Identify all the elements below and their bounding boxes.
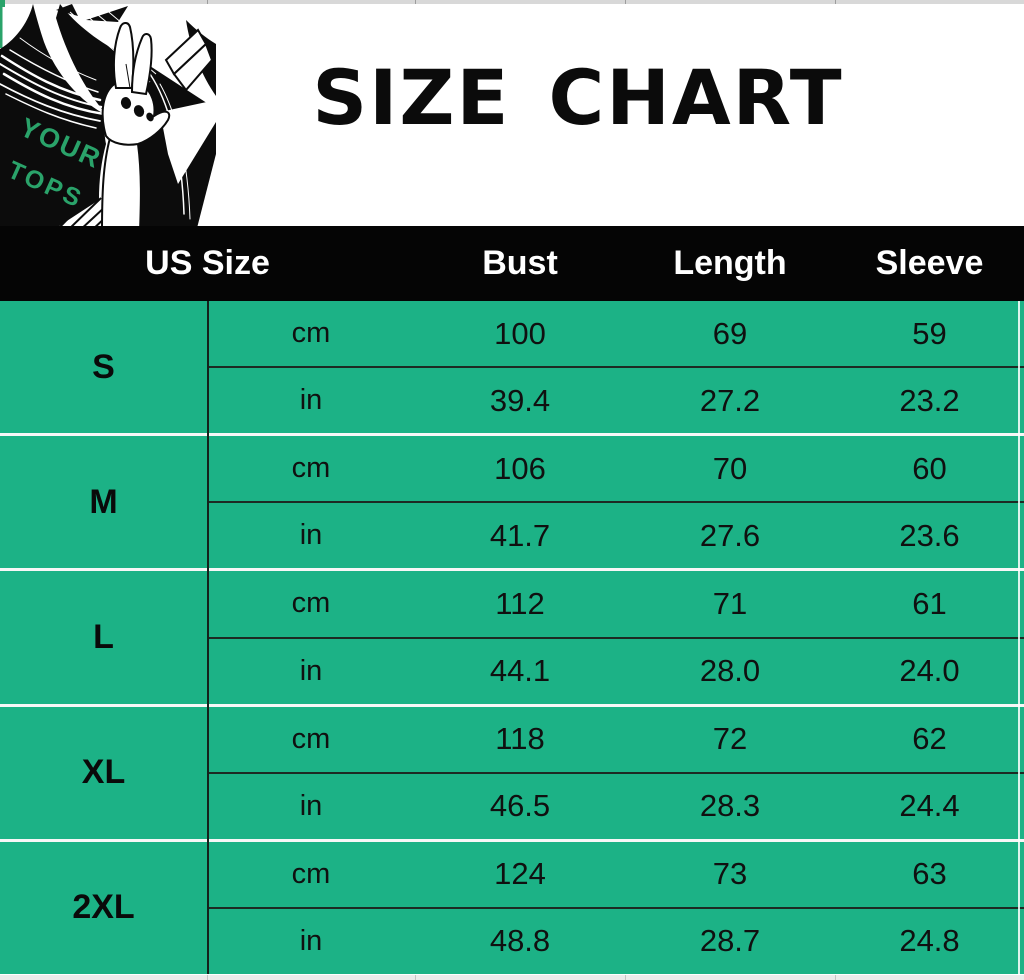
table-header-row: US Size Bust Length Sleeve bbox=[0, 226, 1024, 301]
length-in: 28.3 bbox=[699, 788, 761, 824]
table-row-xl-cm: cm 118 72 62 bbox=[207, 707, 1024, 774]
length-in: 27.6 bbox=[699, 517, 761, 553]
sleeve-cm: 62 bbox=[912, 721, 947, 757]
table-body: S cm 100 69 59 in 39.4 27.2 23.2 bbox=[0, 301, 1024, 974]
title-word-size: SIZE bbox=[312, 53, 511, 142]
table-row-2xl-cm: cm 124 73 63 bbox=[207, 842, 1024, 909]
sleeve-in: 24.4 bbox=[899, 788, 960, 824]
size-label: XL bbox=[81, 753, 126, 792]
size-group-l: L cm 112 71 61 in 44.1 28.0 24.0 bbox=[0, 571, 1024, 707]
unit-label-cm: cm bbox=[291, 317, 331, 350]
size-label: M bbox=[89, 482, 118, 521]
column-guide-tick bbox=[625, 975, 626, 980]
bust-cm: 106 bbox=[494, 450, 546, 486]
sleeve-in: 23.2 bbox=[899, 382, 960, 418]
size-group-m: M cm 106 70 60 in 41.7 27.6 23.6 bbox=[0, 436, 1024, 572]
bust-in: 48.8 bbox=[489, 923, 551, 959]
sleeve-cm: 59 bbox=[912, 315, 947, 351]
top-edge-strip bbox=[0, 0, 1024, 4]
unit-label-cm: cm bbox=[291, 587, 331, 620]
size-label: 2XL bbox=[72, 888, 135, 927]
sleeve-in: 24.0 bbox=[899, 653, 960, 689]
length-cm: 71 bbox=[712, 585, 748, 621]
table-row-s-cm: cm 100 69 59 bbox=[207, 301, 1024, 369]
table-row-l-in: in 44.1 28.0 24.0 bbox=[207, 639, 1024, 704]
table-row-m-cm: cm 106 70 60 bbox=[207, 436, 1024, 504]
bottom-edge-strip bbox=[0, 974, 1024, 980]
unit-label-in: in bbox=[299, 519, 323, 552]
header-sleeve: Sleeve bbox=[875, 244, 984, 282]
table-row-s-in: in 39.4 27.2 23.2 bbox=[207, 368, 1024, 433]
header-length: Length bbox=[673, 244, 787, 282]
table-row-l-cm: cm 112 71 61 bbox=[207, 571, 1024, 639]
size-label: S bbox=[92, 347, 115, 386]
bust-in: 41.7 bbox=[489, 517, 551, 553]
table-row-m-in: in 41.7 27.6 23.6 bbox=[207, 503, 1024, 568]
sleeve-cm: 60 bbox=[912, 450, 947, 486]
girl-illustration-drawing: YOUR TOPS bbox=[0, 4, 216, 233]
unit-label-in: in bbox=[299, 924, 323, 957]
length-cm: 73 bbox=[712, 856, 748, 892]
column-guide-tick bbox=[207, 0, 208, 4]
unit-label-cm: cm bbox=[291, 857, 331, 890]
table-row-2xl-in: in 48.8 28.7 24.8 bbox=[207, 909, 1024, 974]
column-guide-tick bbox=[835, 975, 836, 980]
size-group-xl: XL cm 118 72 62 in 46.5 28.3 24.4 bbox=[0, 707, 1024, 842]
right-edge-line bbox=[1018, 301, 1020, 974]
bust-cm: 118 bbox=[495, 721, 545, 757]
unit-label-in: in bbox=[299, 654, 323, 687]
table-row-xl-in: in 46.5 28.3 24.4 bbox=[207, 774, 1024, 839]
bust-in: 46.5 bbox=[489, 788, 551, 824]
bust-in: 39.4 bbox=[489, 382, 551, 418]
unit-label-cm: cm bbox=[291, 722, 331, 755]
header-bust: Bust bbox=[482, 244, 558, 282]
sleeve-cm: 61 bbox=[912, 585, 947, 621]
column-guide-tick bbox=[207, 975, 208, 980]
length-cm: 72 bbox=[712, 721, 748, 757]
painted-nails bbox=[120, 97, 154, 122]
unit-label-in: in bbox=[299, 384, 323, 417]
sleeve-cm: 63 bbox=[912, 856, 947, 892]
header-us-size: US Size bbox=[145, 244, 270, 282]
sleeve-in: 23.6 bbox=[899, 517, 960, 553]
column-guide-tick bbox=[835, 0, 836, 4]
unit-label-in: in bbox=[299, 789, 323, 822]
page-title: SIZE CHART bbox=[0, 60, 1024, 136]
column-guide-tick bbox=[625, 0, 626, 4]
column-guide-tick bbox=[415, 975, 416, 980]
column-guide-tick bbox=[415, 0, 416, 4]
length-cm: 70 bbox=[712, 450, 748, 486]
length-in: 28.7 bbox=[699, 923, 761, 959]
size-group-2xl: 2XL cm 124 73 63 in 48.8 28.7 24.8 bbox=[0, 842, 1024, 974]
length-in: 28.0 bbox=[699, 653, 761, 689]
brand-illustration: YOUR TOPS bbox=[0, 4, 216, 233]
bust-in: 44.1 bbox=[489, 653, 551, 689]
size-label: L bbox=[93, 618, 114, 656]
unit-label-cm: cm bbox=[291, 452, 331, 485]
corner-green-mark bbox=[0, 0, 5, 7]
bust-cm: 100 bbox=[494, 315, 546, 351]
length-cm: 69 bbox=[712, 315, 748, 351]
size-column-divider bbox=[207, 301, 209, 974]
size-group-s: S cm 100 69 59 in 39.4 27.2 23.2 bbox=[0, 301, 1024, 437]
bust-cm: 124 bbox=[494, 856, 546, 892]
size-table: US Size Bust Length Sleeve S cm 100 69 5… bbox=[0, 226, 1024, 974]
title-word-chart: CHART bbox=[548, 53, 844, 142]
sleeve-in: 24.8 bbox=[899, 923, 960, 959]
bust-cm: 112 bbox=[495, 585, 545, 621]
length-in: 27.2 bbox=[699, 382, 761, 418]
